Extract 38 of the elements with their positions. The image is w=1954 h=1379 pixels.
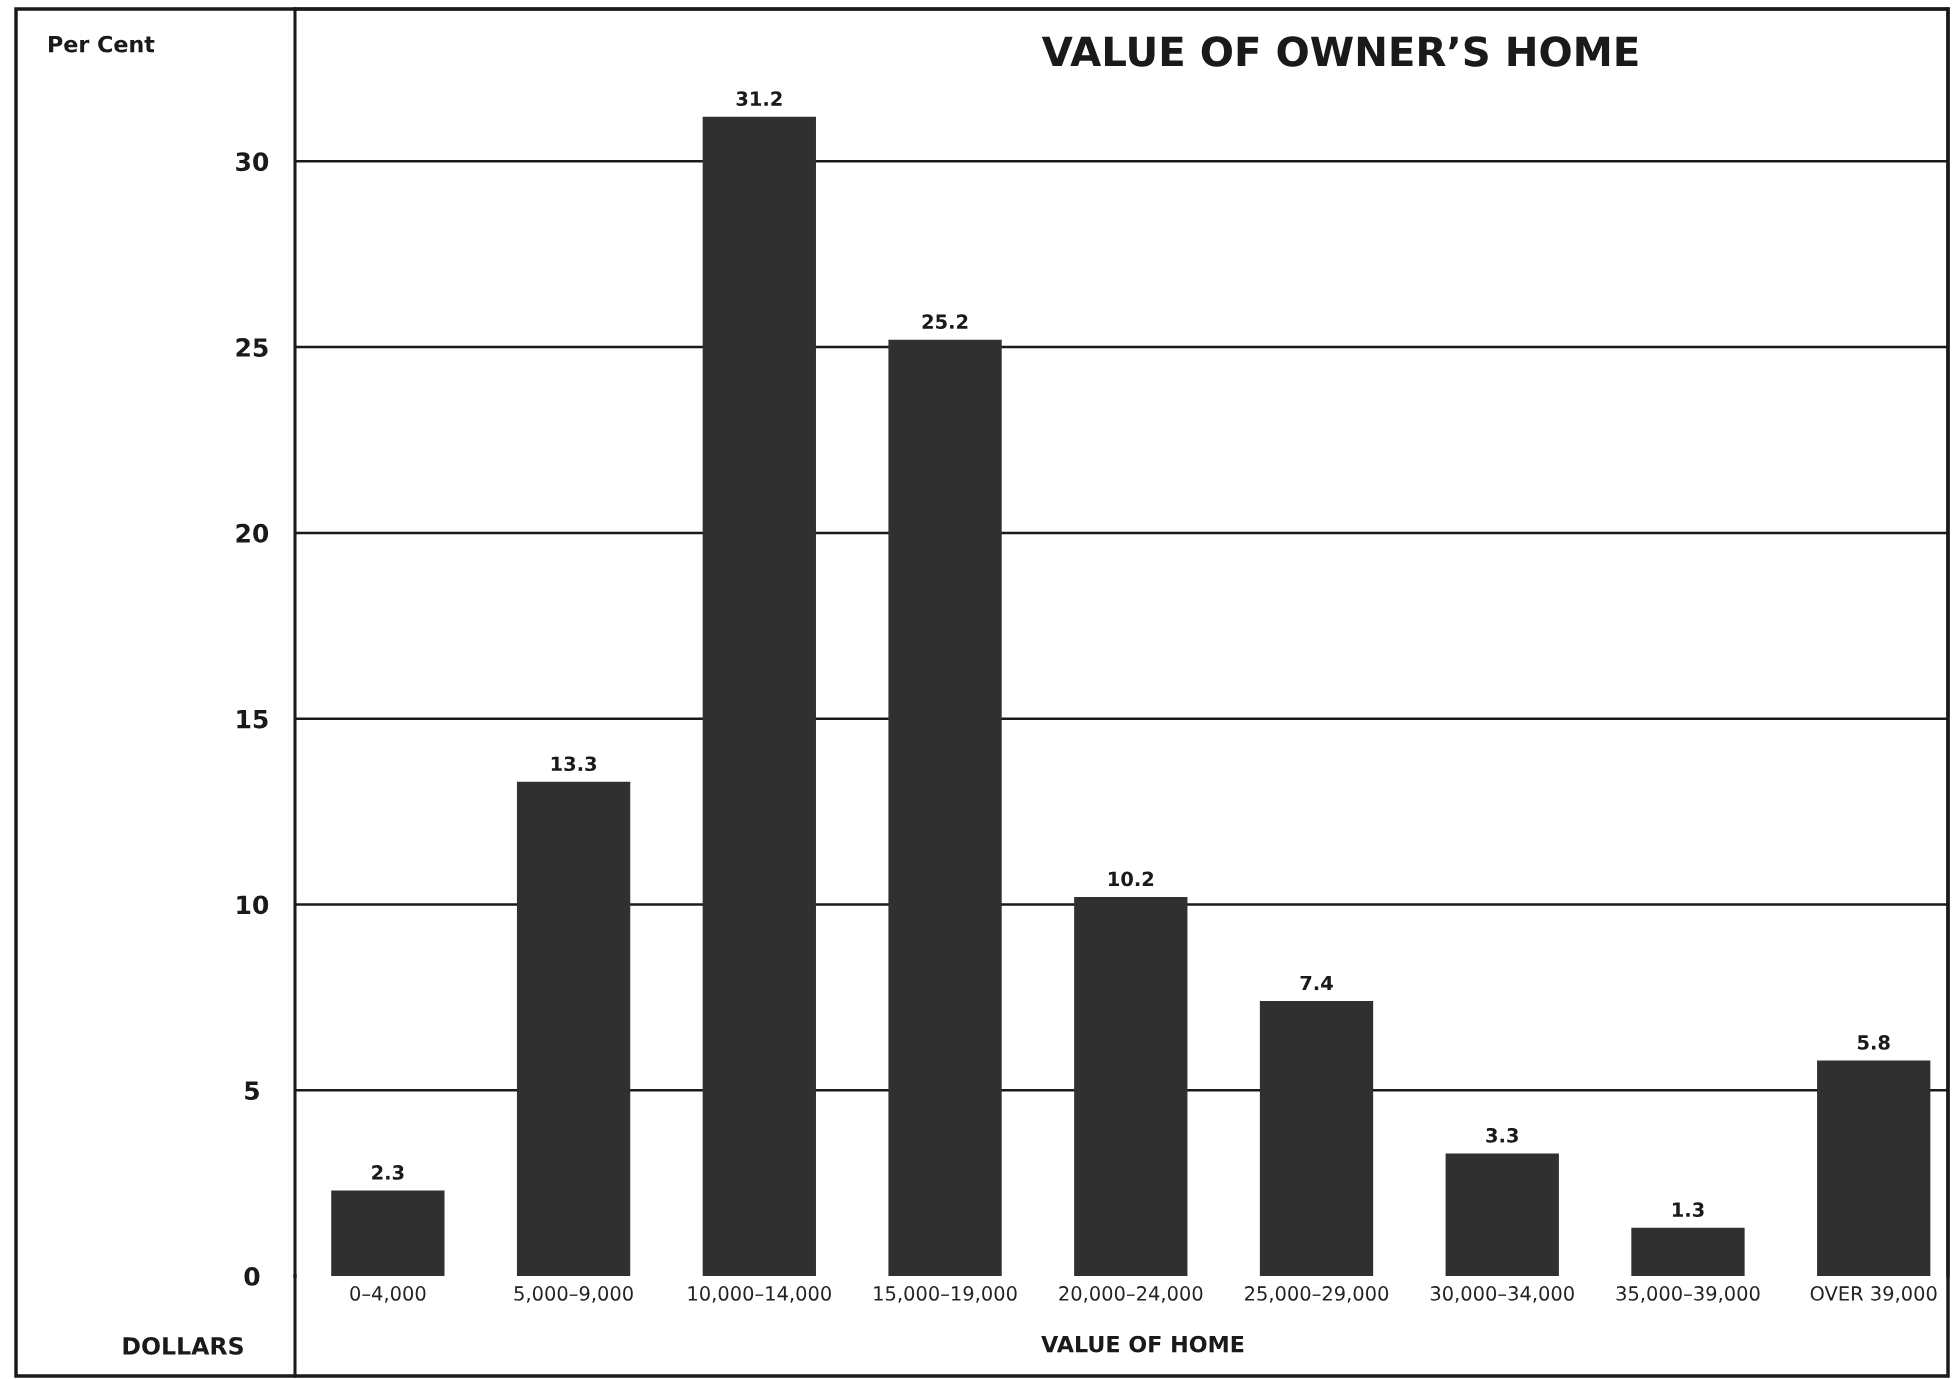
x-tick-label: 15,000–19,000 xyxy=(874,1286,1017,1303)
bar xyxy=(1445,1153,1559,1276)
data-label: 1.3 xyxy=(1672,1202,1704,1217)
data-label: 7.4 xyxy=(1300,975,1333,991)
x-tick-label: 5,000–9,000 xyxy=(514,1286,633,1303)
bar xyxy=(1259,1001,1374,1276)
x-tick-label: 10,000–14,000 xyxy=(688,1286,831,1303)
bar xyxy=(702,116,816,1276)
text: VALUE OF OWNER’S HOME xyxy=(1041,36,1638,67)
y-tick-label: 30 xyxy=(236,152,269,172)
bar xyxy=(888,339,1002,1276)
data-label: 2.3 xyxy=(372,1165,404,1180)
data-label: 10.2 xyxy=(1108,871,1154,887)
bar xyxy=(1817,1060,1931,1276)
y-tick-label: 20 xyxy=(236,523,269,543)
bar xyxy=(1074,897,1188,1276)
y-tick-label: 5 xyxy=(245,1081,259,1101)
x-tick-label: 35,000–39,000 xyxy=(1616,1286,1760,1303)
x-tick-label: 25,000–29,000 xyxy=(1245,1286,1389,1303)
y-tick-label: 25 xyxy=(236,338,268,357)
bar xyxy=(1631,1227,1745,1276)
x-tick-label: 30,000–34,000 xyxy=(1430,1286,1574,1303)
x-tick-label: 20,000–24,000 xyxy=(1059,1286,1203,1303)
y-axis-title: Per Cent xyxy=(49,35,155,53)
data-label: 5.8 xyxy=(1857,1035,1890,1050)
data-label: 3.3 xyxy=(1486,1127,1518,1143)
x-tick-label: OVER 39,000 xyxy=(1810,1286,1937,1303)
y-tick-label: 15 xyxy=(237,709,268,729)
x-tick-label: 0–4,000 xyxy=(350,1286,426,1303)
data-label: 31.2 xyxy=(736,91,782,107)
bar xyxy=(516,781,631,1276)
x-axis-title: VALUE OF HOME xyxy=(1041,1335,1244,1353)
data-label: 25.2 xyxy=(922,314,968,329)
text: DOLLARS xyxy=(123,1336,243,1355)
y-tick-label: 10 xyxy=(237,895,269,915)
bar xyxy=(331,1190,445,1276)
y-tick-label: 0 xyxy=(244,1266,260,1286)
data-label: 13.3 xyxy=(551,756,597,772)
